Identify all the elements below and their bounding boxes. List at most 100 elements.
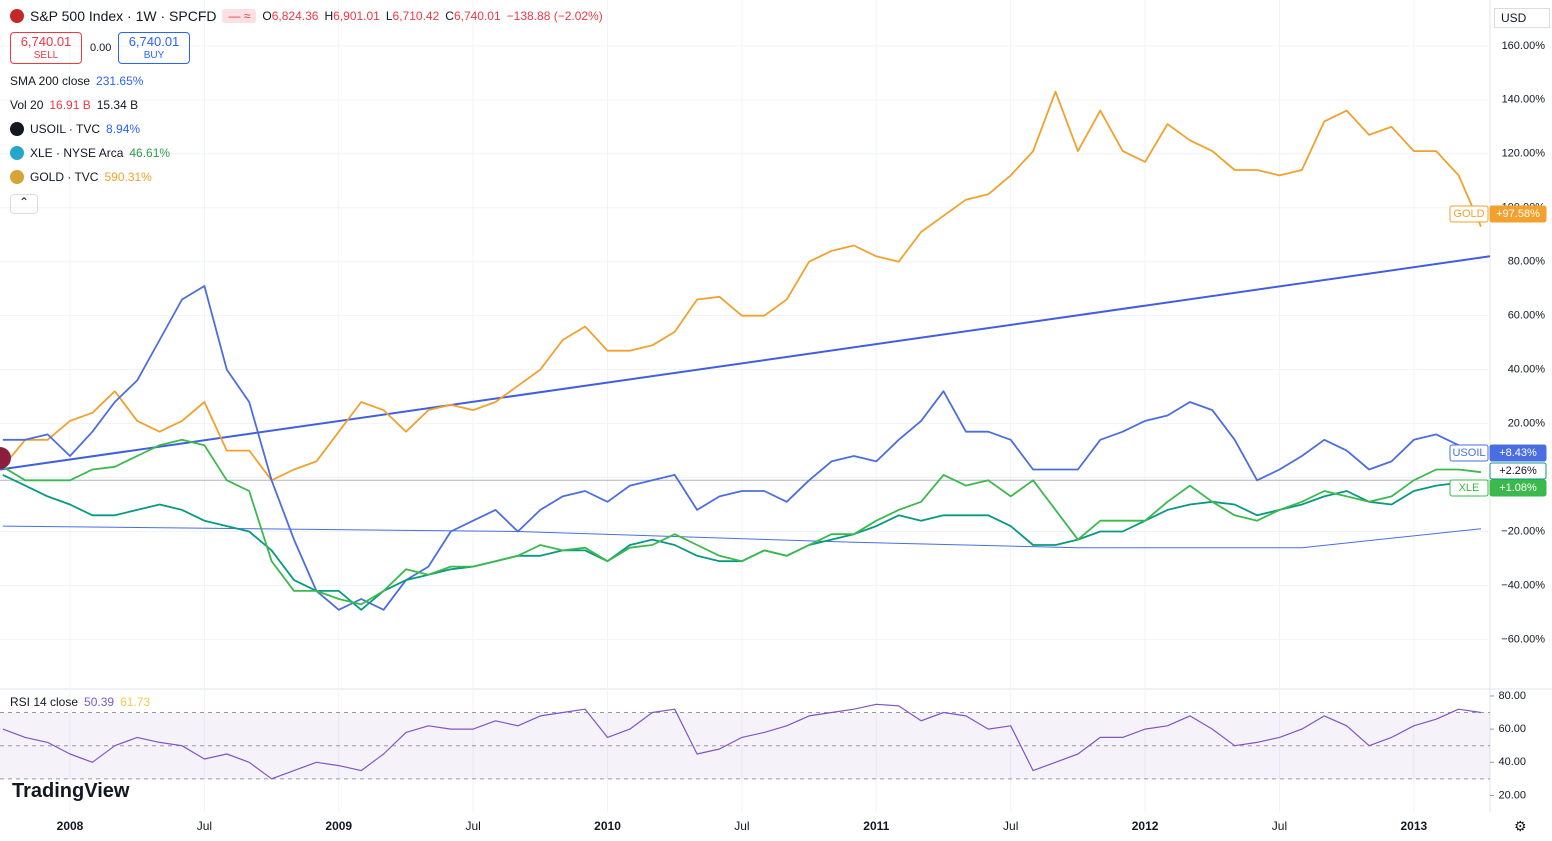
legend-row: USOIL · TVC 8.94% bbox=[10, 122, 140, 136]
x-tick-label: Jul bbox=[1003, 819, 1018, 833]
rsi-title: RSI 14 close bbox=[10, 695, 79, 709]
y-tick-label: −60.00% bbox=[1501, 633, 1545, 645]
ohlc-value: 6,710.42 bbox=[392, 9, 440, 23]
y-tick-label: 120.00% bbox=[1502, 148, 1546, 160]
series-tag bbox=[1449, 444, 1489, 462]
x-tick-label: Jul bbox=[465, 819, 480, 833]
currency[interactable]: USD bbox=[1494, 8, 1550, 28]
ohlc-key: O bbox=[262, 9, 272, 23]
y-tick-label: −20.00% bbox=[1501, 525, 1545, 537]
mode-toggle[interactable]: — ≈ bbox=[222, 9, 257, 23]
series-tag-name: XLE bbox=[1459, 482, 1480, 494]
legend-readout: 46.61% bbox=[129, 146, 171, 160]
ohlc-key: L bbox=[385, 9, 393, 23]
sell-label: SELL bbox=[33, 50, 59, 61]
rsi-readout: 50.39 bbox=[84, 695, 115, 709]
y-tick-label: 60.00% bbox=[1508, 310, 1546, 322]
change: −138.88 (−2.02%) bbox=[506, 9, 603, 23]
y-tick-label: 160.00% bbox=[1502, 40, 1546, 52]
ohlc-key: C bbox=[445, 9, 454, 23]
legend-row: SMA 200 close 231.65% bbox=[10, 74, 143, 88]
y-tick-label: −40.00% bbox=[1501, 579, 1545, 591]
ohlc-key: H bbox=[324, 9, 334, 23]
y-tick-label: 80.00% bbox=[1508, 256, 1546, 268]
symbol[interactable]: S&P 500 Index · 1W · SPCFD bbox=[30, 8, 217, 24]
symbol-marker bbox=[0, 447, 11, 469]
ohlc-value: 6,740.01 bbox=[453, 9, 501, 23]
legend-name: SMA 200 close bbox=[10, 74, 91, 88]
series-tag-name: USOIL bbox=[1452, 447, 1485, 459]
series-tag-name: GOLD bbox=[1453, 208, 1484, 220]
trend-line bbox=[0, 255, 1491, 471]
series-line bbox=[2, 285, 1482, 611]
ohlc-item: H6,901.01 bbox=[324, 9, 379, 23]
end-label: +8.43% bbox=[1499, 447, 1537, 459]
ohlc-value: 6,901.01 bbox=[333, 9, 380, 23]
y-tick-label: 40.00 bbox=[1498, 756, 1526, 768]
ohlc-item: L6,710.42 bbox=[386, 9, 439, 23]
symbol-icon bbox=[10, 9, 24, 23]
end-label-box bbox=[1489, 444, 1547, 462]
end-label-box bbox=[1489, 479, 1547, 497]
buy-button[interactable]: 6,740.01 BUY bbox=[118, 32, 190, 64]
y-tick-label: 20.00% bbox=[1508, 417, 1546, 429]
series-line bbox=[2, 438, 1482, 606]
brand: TradingView bbox=[12, 780, 130, 802]
end-label: +1.08% bbox=[1499, 482, 1537, 494]
buy-price: 6,740.01 bbox=[128, 34, 180, 49]
end-label-box bbox=[1489, 462, 1547, 480]
series-tag bbox=[1449, 479, 1489, 497]
header: S&P 500 Index · 1W · SPCFD — ≈ O6,824.36… bbox=[10, 8, 603, 24]
series-tag bbox=[1449, 205, 1489, 223]
buy-label: BUY bbox=[143, 50, 165, 61]
legend-readout: 8.94% bbox=[106, 122, 141, 136]
ohlc-item: O6,824.36 bbox=[262, 9, 318, 23]
x-tick-label: Jul bbox=[734, 819, 749, 833]
x-tick-label: 2010 bbox=[594, 819, 621, 833]
legend-icon bbox=[10, 170, 24, 184]
legend-icon bbox=[10, 122, 24, 136]
x-tick-label: 2012 bbox=[1132, 819, 1159, 833]
y-tick-label: 40.00% bbox=[1508, 364, 1546, 376]
rsi-readout: 61.73 bbox=[120, 695, 151, 709]
ohlc-value: 6,824.36 bbox=[271, 9, 319, 23]
sell-button[interactable]: 6,740.01 SELL bbox=[10, 32, 82, 64]
ohlc-item: C6,740.01 bbox=[445, 9, 500, 23]
x-tick-label: 2011 bbox=[863, 819, 889, 833]
x-tick-label: 2009 bbox=[325, 819, 352, 833]
legend-readout: 16.91 B bbox=[49, 98, 91, 112]
legend-readout: 231.65% bbox=[96, 74, 144, 88]
ohlc: O6,824.36 H6,901.01 L6,710.42 C6,740.01 bbox=[262, 9, 500, 23]
legend-row: Vol 20 16.91 B 15.34 B bbox=[10, 98, 138, 112]
legend-name: Vol 20 bbox=[10, 98, 44, 112]
legend-icon bbox=[10, 146, 24, 160]
legend-row: GOLD · TVC 590.31% bbox=[10, 170, 152, 184]
x-tick-label: 2013 bbox=[1400, 819, 1427, 833]
legend-readout: 590.31% bbox=[104, 170, 152, 184]
x-tick-label: 2008 bbox=[57, 819, 84, 833]
collapse-button[interactable]: ⌃ bbox=[10, 194, 38, 214]
y-tick-label: 20.00 bbox=[1498, 789, 1526, 801]
rsi-line bbox=[2, 703, 1482, 780]
legend-readout: 15.34 B bbox=[96, 98, 139, 112]
x-tick-label: Jul bbox=[197, 819, 212, 833]
rsi-legend: RSI 14 close 50.39 61.73 bbox=[10, 695, 150, 709]
sma-line bbox=[2, 525, 1482, 549]
sell-price: 6,740.01 bbox=[20, 34, 72, 49]
spread: 0.00 bbox=[90, 42, 112, 54]
y-tick-label: 140.00% bbox=[1502, 94, 1546, 106]
legend-row: XLE · NYSE Arca 46.61% bbox=[10, 146, 170, 160]
end-label-box bbox=[1489, 205, 1547, 223]
series-line bbox=[2, 90, 1482, 482]
y-tick-label: 80.00 bbox=[1498, 690, 1526, 702]
legend-name: USOIL · TVC bbox=[30, 122, 101, 136]
y-tick-label: 60.00 bbox=[1498, 723, 1526, 735]
legend-name: GOLD · TVC bbox=[30, 170, 99, 184]
x-tick-label: Jul bbox=[1272, 819, 1287, 833]
legend-name: XLE · NYSE Arca bbox=[30, 146, 124, 160]
settings-icon[interactable]: ⚙ bbox=[1514, 818, 1527, 834]
end-label: +2.26% bbox=[1499, 465, 1537, 477]
end-label: +97.58% bbox=[1496, 208, 1540, 220]
